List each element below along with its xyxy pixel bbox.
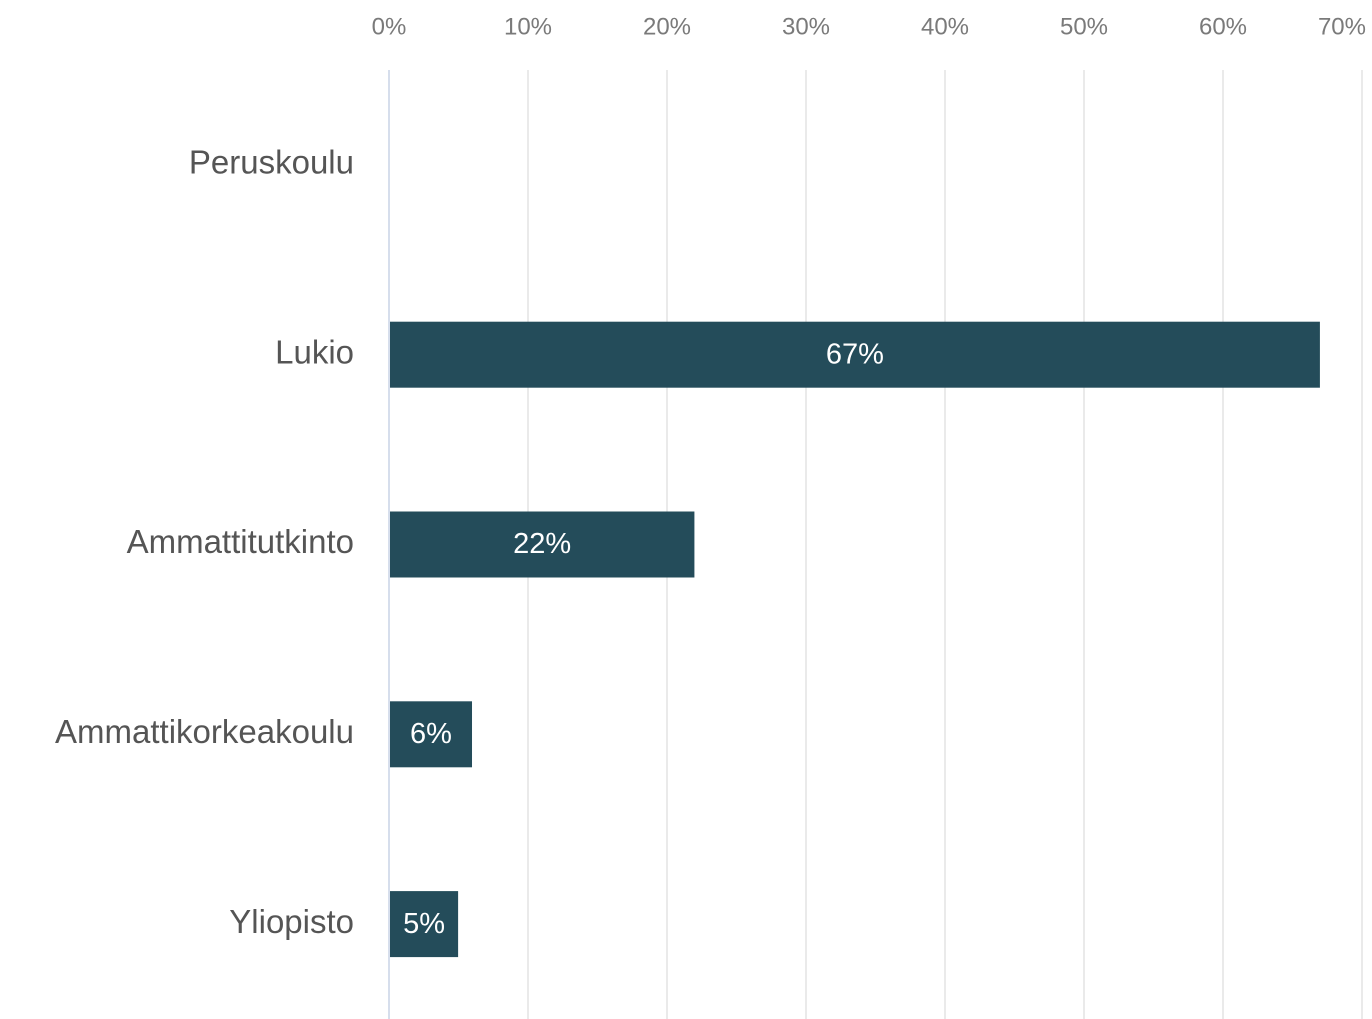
x-tick-label: 0% bbox=[372, 13, 407, 40]
x-tick-label: 40% bbox=[921, 13, 969, 40]
x-tick-label: 60% bbox=[1199, 13, 1247, 40]
x-tick-label: 20% bbox=[643, 13, 691, 40]
data-label: 5% bbox=[403, 908, 445, 940]
data-label: 6% bbox=[410, 718, 452, 750]
x-tick-label: 10% bbox=[504, 13, 552, 40]
x-tick-label: 30% bbox=[782, 13, 830, 40]
category-label: Yliopisto bbox=[229, 903, 354, 940]
bar bbox=[390, 321, 1320, 388]
data-label: 67% bbox=[826, 338, 884, 370]
category-label: Ammattitutkinto bbox=[127, 523, 354, 560]
bar bbox=[390, 891, 459, 958]
x-tick-label: 50% bbox=[1060, 13, 1108, 40]
x-tick-label: 70% bbox=[1318, 13, 1366, 40]
bar bbox=[390, 701, 473, 768]
bar bbox=[390, 511, 695, 578]
category-label: Ammattikorkeakoulu bbox=[55, 713, 354, 750]
data-label: 22% bbox=[513, 528, 571, 560]
category-label: Lukio bbox=[275, 333, 354, 370]
category-label: Peruskoulu bbox=[189, 144, 354, 181]
